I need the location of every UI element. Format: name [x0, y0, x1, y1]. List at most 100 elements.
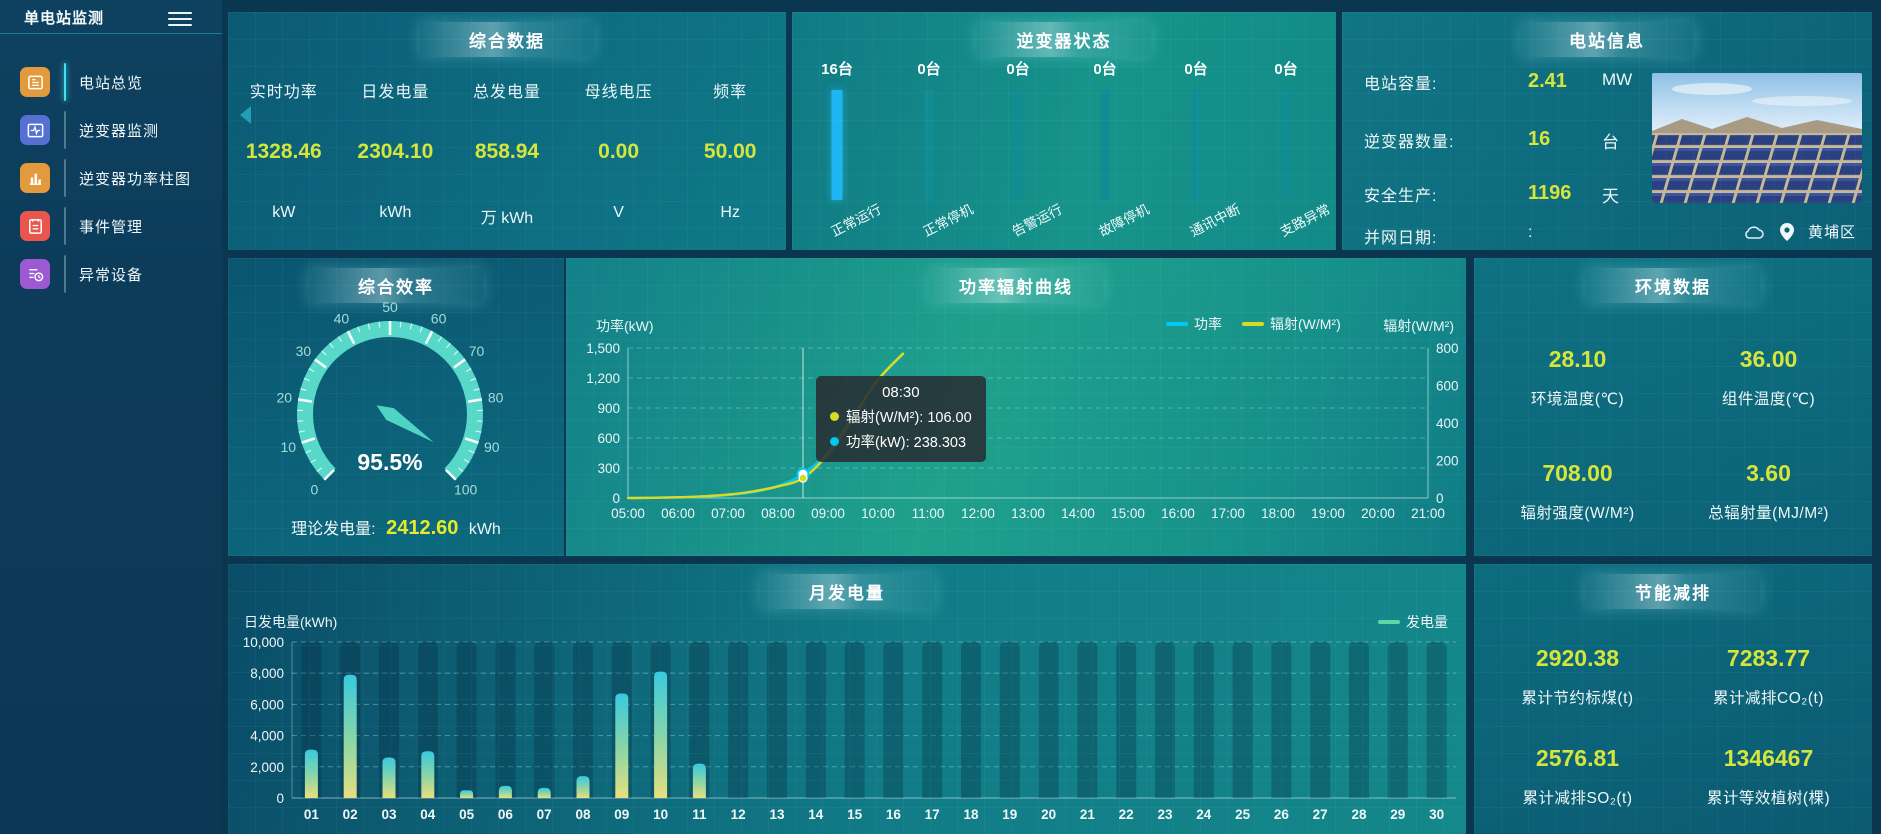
- inverter-state-label: 支路异常: [1277, 201, 1333, 240]
- svg-text:30: 30: [296, 343, 312, 359]
- legend-label: 辐射(W/M²): [1270, 316, 1341, 332]
- metric-unit: 万 kWh: [480, 210, 534, 227]
- inverter-status-column: 0台 通讯中断: [1156, 12, 1242, 250]
- legend-swatch: [1242, 322, 1264, 326]
- inverter-count: 0台: [1093, 61, 1117, 78]
- svg-text:16:00: 16:00: [1161, 506, 1195, 521]
- summary-metric: 日发电量 2304.10 kWh: [340, 62, 452, 250]
- power-radiation-chart[interactable]: 0 300 600 900 1,200 1,500 0 200 400 600 800 05:00 06…: [566, 258, 1466, 556]
- monthly-generation-chart[interactable]: 0 2,000 4,000 6,000 8,000 10,000 01 02 03 04 05 06 0…: [228, 564, 1466, 834]
- sidebar-item-inverter-monitor[interactable]: 逆变器监测: [0, 106, 222, 154]
- inverter-status-column: 0台 故障停机: [1065, 12, 1151, 250]
- sidebar-item-overview[interactable]: 电站总览: [0, 58, 222, 106]
- theoretical-generation: 理论发电量: 2412.60 kWh: [228, 515, 564, 540]
- collapse-arrow-icon[interactable]: [240, 106, 251, 124]
- svg-text:16: 16: [886, 807, 902, 822]
- station-row-value: 16: [1528, 128, 1551, 150]
- inverter-bar: [1013, 90, 1023, 200]
- metric-label: 日发电量: [361, 84, 430, 101]
- saving-label: 累计等效植树(棵): [1706, 789, 1831, 807]
- station-row-label: 并网日期:: [1364, 230, 1438, 247]
- sidebar-item-inverter-power[interactable]: 逆变器功率柱图: [0, 154, 222, 202]
- svg-text:05: 05: [459, 807, 475, 822]
- svg-text:03: 03: [381, 807, 397, 822]
- environment-cell: 708.00 辐射强度(W/M²): [1482, 434, 1673, 548]
- svg-text:80: 80: [488, 389, 504, 405]
- sidebar-item-label: 电站总览: [79, 74, 144, 92]
- sidebar-item-events[interactable]: 事件管理: [0, 202, 222, 250]
- environment-cell: 28.10 环境温度(℃): [1482, 320, 1673, 434]
- svg-text:20: 20: [277, 389, 293, 405]
- efficiency-gauge-chart[interactable]: 0 10 20 30 40 50 60 70 80 90 100 95.5%: [228, 258, 564, 556]
- station-row-value: 1196: [1528, 182, 1572, 204]
- svg-text:10,000: 10,000: [243, 635, 284, 650]
- metric-label: 母线电压: [584, 84, 653, 101]
- svg-text:0: 0: [310, 482, 318, 498]
- svg-text:21:00: 21:00: [1411, 506, 1445, 521]
- sidebar-menu: 电站总览逆变器监测 逆变器功率柱图 事件管理异常设备: [0, 34, 222, 298]
- station-photo: [1652, 73, 1862, 203]
- inverter-status-chart[interactable]: 16台 正常运行 0台 正常停机 0台 告警运行 0台 故障停机 0台 通讯中断 0台 支路异常: [792, 12, 1336, 250]
- svg-text:19:00: 19:00: [1311, 506, 1345, 521]
- energy-saving-grid: 2920.38 累计节约标煤(t) 7283.77 累计减排CO₂(t) 2576.81…: [1482, 626, 1864, 826]
- legend-swatch: [1378, 620, 1400, 624]
- svg-text:0: 0: [1436, 491, 1444, 506]
- summary-metric: 母线电压 0.00 V: [563, 62, 675, 250]
- summary-metrics: 实时功率 1328.46 kW 日发电量 2304.10 kWh 总发电量 858.94 万 k…: [228, 62, 786, 250]
- svg-text:21: 21: [1080, 807, 1096, 822]
- right-axis-name: 辐射(W/M²): [1383, 318, 1454, 334]
- metric-label: 实时功率: [249, 84, 318, 101]
- weather-cloud-icon[interactable]: [1742, 224, 1766, 240]
- svg-text:300: 300: [597, 461, 620, 476]
- panel-environment-title: 环境数据: [1585, 268, 1761, 303]
- metric-unit: V: [613, 204, 624, 221]
- device-list-icon: [20, 259, 50, 289]
- station-row-unit: MW: [1602, 70, 1633, 89]
- bar-chart-icon: [20, 163, 50, 193]
- svg-text:12: 12: [731, 807, 746, 822]
- svg-text:22: 22: [1119, 807, 1134, 822]
- svg-text:13:00: 13:00: [1011, 506, 1045, 521]
- svg-text:70: 70: [469, 343, 485, 359]
- district-label[interactable]: 黄埔区: [1807, 224, 1856, 241]
- summary-metric: 频率 50.00 Hz: [674, 62, 786, 250]
- svg-text:09:00: 09:00: [811, 506, 845, 521]
- sidebar-item-label: 异常设备: [79, 266, 144, 284]
- location-pin-icon[interactable]: [1779, 222, 1794, 241]
- station-row-label: 安全生产:: [1364, 188, 1438, 205]
- environment-cell: 36.00 组件温度(℃): [1673, 320, 1864, 434]
- svg-text:1,500: 1,500: [586, 341, 620, 356]
- environment-label: 环境温度(℃): [1530, 390, 1625, 408]
- svg-text:0: 0: [276, 791, 284, 806]
- legend-item-功率[interactable]: 功率: [1166, 314, 1222, 334]
- svg-text:600: 600: [597, 431, 620, 446]
- svg-text:20: 20: [1041, 807, 1056, 822]
- svg-text:09: 09: [614, 807, 629, 822]
- menu-toggle-icon[interactable]: [168, 8, 192, 30]
- panel-inverter-title: 逆变器状态: [976, 22, 1152, 57]
- panel-station-info: 电站信息 电站容量: 2.41 MW 逆变器数量: 16 台安全生产: 1196 天并网日期:…: [1342, 12, 1872, 250]
- svg-text:11:00: 11:00: [912, 506, 945, 521]
- inverter-status-column: 0台 告警运行: [978, 12, 1064, 250]
- svg-text:17:00: 17:00: [1211, 506, 1245, 521]
- svg-text:1,200: 1,200: [586, 371, 620, 386]
- svg-text:24: 24: [1196, 807, 1212, 822]
- panel-summary: 综合数据 实时功率 1328.46 kW 日发电量 2304.10 kWh 总发电量 858.…: [228, 12, 786, 250]
- panel-efficiency-title: 综合效率: [308, 268, 484, 303]
- clipboard-icon: [20, 211, 50, 241]
- left-axis-name: 功率(kW): [596, 318, 654, 334]
- sidebar-item-abnormal[interactable]: 异常设备: [0, 250, 222, 298]
- legend-item-辐射(W/M²)[interactable]: 辐射(W/M²): [1242, 314, 1341, 334]
- svg-text:40: 40: [334, 311, 350, 327]
- inverter-count: 16台: [821, 61, 853, 78]
- panel-environment: 环境数据 28.10 环境温度(℃) 36.00 组件温度(℃) 708.00 辐射强度(…: [1474, 258, 1872, 556]
- legend-item-generation[interactable]: 发电量: [1378, 612, 1448, 632]
- panel-energy-saving: 节能减排 2920.38 累计节约标煤(t) 7283.77 累计减排CO₂(t) 25…: [1474, 564, 1872, 834]
- sidebar-item-divider: [64, 159, 66, 197]
- metric-unit: kW: [272, 204, 296, 221]
- inverter-count: 0台: [917, 61, 941, 78]
- environment-label: 辐射强度(W/M²): [1520, 504, 1635, 522]
- svg-text:10:00: 10:00: [861, 506, 895, 521]
- saving-label: 累计节约标煤(t): [1521, 689, 1634, 707]
